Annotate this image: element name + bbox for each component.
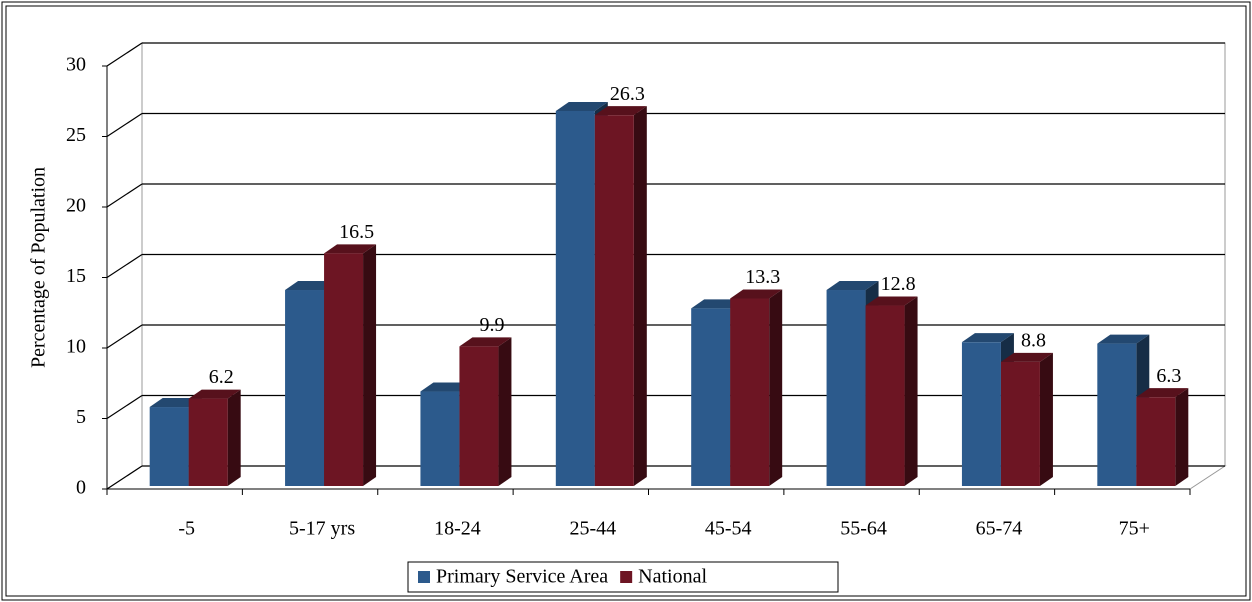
bar-front [459,346,499,486]
bar [188,389,241,486]
x-tick-label: 5-17 yrs [289,518,355,540]
bar-front [826,290,866,486]
floor [105,465,1227,490]
grid-line-side [106,253,143,279]
y-tick-label: 5 [76,406,86,428]
data-label: 12.8 [881,273,916,295]
bar-front [691,308,731,486]
data-label: 8.8 [1021,330,1046,352]
bar [865,296,918,486]
bar [1000,352,1053,486]
data-label: 6.2 [209,366,234,388]
bar [594,106,647,487]
bar-top [555,101,608,111]
bar-front [188,398,228,486]
x-tick-label: 25-44 [569,518,616,540]
bar-front [594,115,634,487]
bar-front [555,110,595,486]
bar-side [363,244,377,486]
legend-swatch [418,571,430,583]
data-label: 6.3 [1156,365,1181,387]
legend: Primary Service Area National [407,561,839,593]
bar-front [865,305,905,486]
x-tick-label: 55-64 [840,518,887,540]
bar-front [1097,343,1137,486]
bar-top [324,244,377,254]
x-tick-label: 65-74 [976,518,1023,540]
bar-top [1136,388,1189,398]
data-label: 9.9 [479,314,504,336]
y-tick-label: 30 [66,54,86,76]
y-axis-label: Percentage of Population [28,167,50,368]
bar [459,337,512,486]
legend-label: National [638,566,707,588]
bar-front [285,290,325,486]
inner-frame [5,5,1247,597]
bar-front [149,407,189,486]
bar-side [1039,352,1053,486]
grid-line-side [106,324,143,349]
bar-top [594,106,647,116]
bar-side [769,289,783,486]
legend-label: Primary Service Area [436,566,608,588]
bar-front [1136,397,1176,486]
grid-line-side [106,112,143,138]
data-label: 16.5 [339,221,374,243]
bar-front [420,391,460,486]
grid-line-side [106,465,143,490]
bar-top [730,289,783,299]
bar-top [188,389,241,399]
bar [1136,388,1189,486]
x-tick-label: 18-24 [434,518,481,540]
y-tick-label: 20 [66,195,86,217]
bar-side [227,389,241,486]
data-label: 26.3 [610,83,645,105]
bar-side [498,337,512,486]
x-tick-label: 75+ [1119,518,1150,540]
bar-top [1097,334,1150,344]
bar-side [633,106,647,487]
x-tick-label: -5 [178,518,195,540]
bar-top [826,281,879,291]
bar-front [961,342,1001,486]
y-tick-label: 15 [66,265,86,287]
bar-side [904,296,918,486]
bar-front [730,298,770,486]
y-tick-label: 25 [66,124,86,146]
grid-line-side [106,183,143,208]
bar [730,289,783,486]
grid-line-side [106,394,143,420]
legend-swatch [620,571,633,583]
x-tick-label: 45-54 [705,518,752,540]
bar-side [1175,388,1189,486]
bar-front [324,253,364,486]
data-label: 13.3 [745,266,780,288]
bar [324,244,377,486]
bar-top [1000,352,1053,362]
y-tick-label: 10 [66,336,86,358]
y-tick-label: 0 [76,477,86,499]
bar-top [961,333,1014,343]
bar-front [1000,361,1040,486]
bar-top [459,337,512,347]
grid-line-side [106,42,143,67]
bar-top [865,296,918,306]
